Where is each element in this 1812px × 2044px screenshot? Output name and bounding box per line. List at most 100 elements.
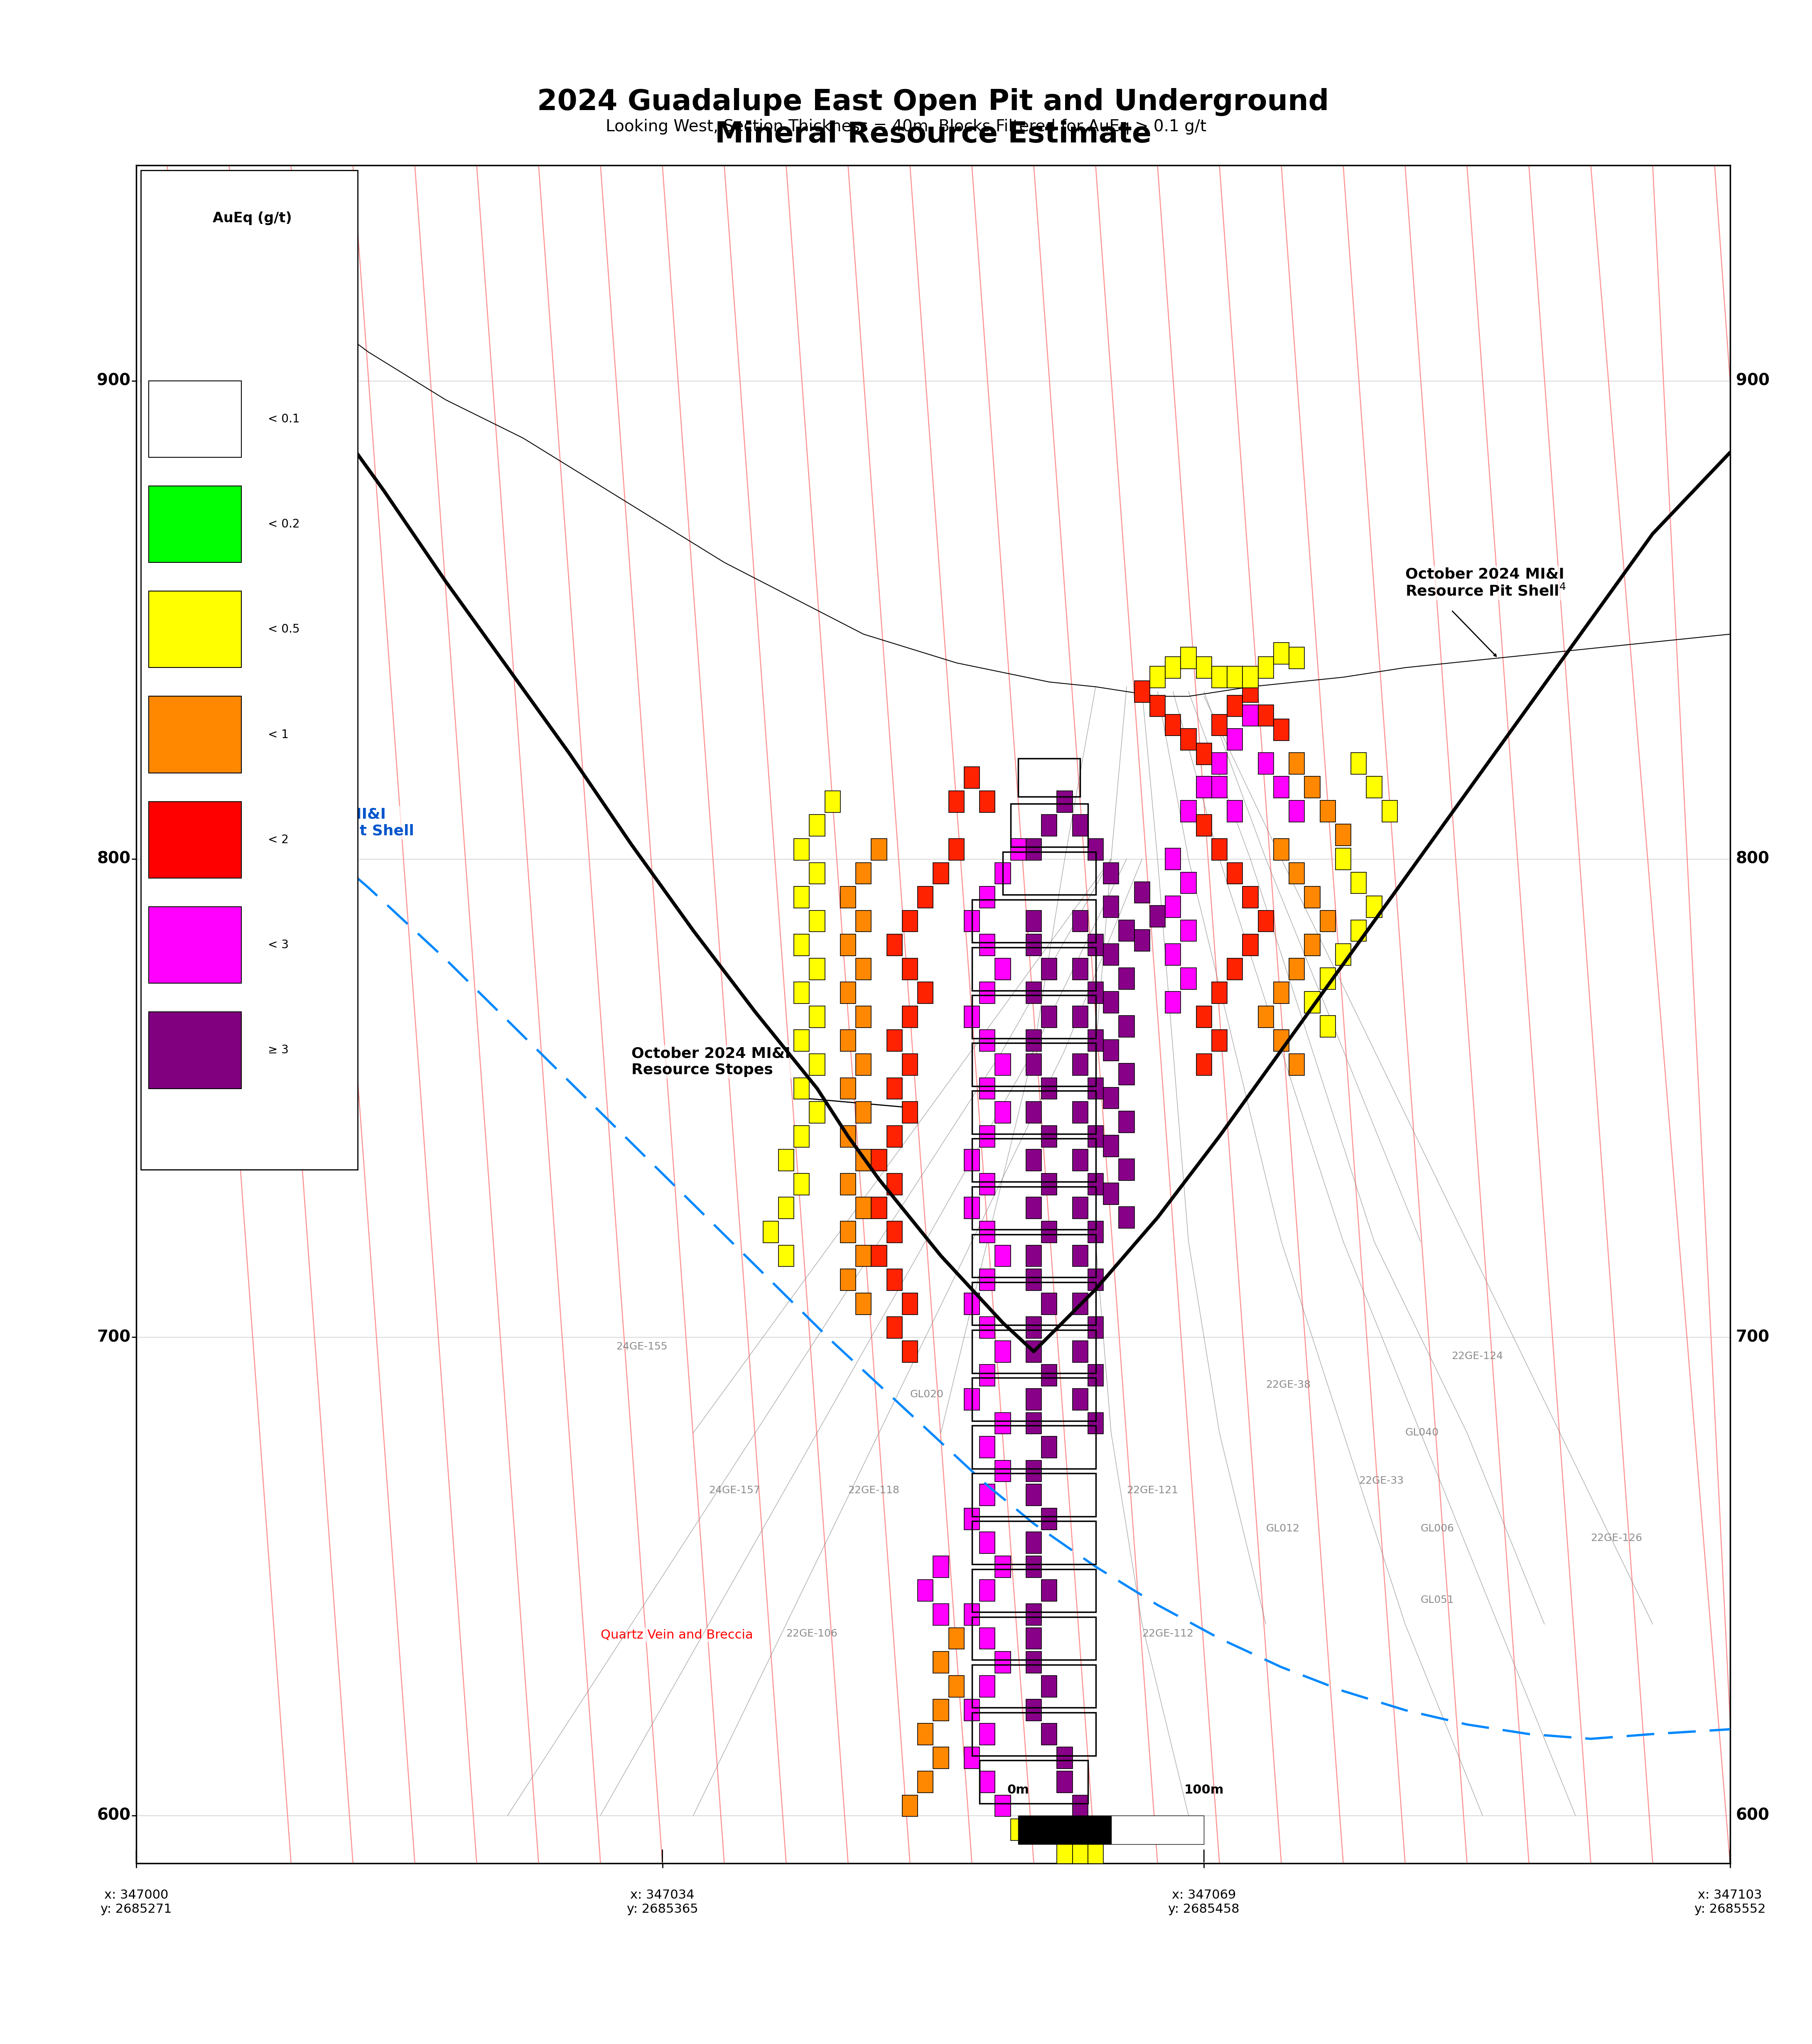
Bar (1056, 1844, 1073, 1864)
Bar (1288, 1055, 1305, 1075)
Bar (980, 1723, 995, 1746)
Bar (971, 1570, 1096, 1613)
Bar (971, 1664, 1096, 1707)
Bar (1118, 1016, 1134, 1036)
Bar (995, 1459, 1011, 1482)
Bar (872, 1245, 886, 1267)
Bar (1087, 1077, 1104, 1100)
Bar (1196, 1006, 1212, 1028)
Bar (1305, 934, 1319, 957)
Text: October 2024 MI&I
Resource Stopes: October 2024 MI&I Resource Stopes (631, 1047, 790, 1077)
Bar (1087, 1030, 1104, 1051)
Bar (1056, 791, 1073, 811)
Bar (763, 1220, 779, 1243)
Bar (1026, 1245, 1042, 1267)
Bar (1087, 981, 1104, 1004)
Text: < 3: < 3 (268, 938, 288, 950)
Bar (995, 1245, 1011, 1267)
Bar (855, 1055, 872, 1075)
Bar (964, 1388, 980, 1410)
Bar (980, 1030, 995, 1051)
Bar (886, 1030, 902, 1051)
Bar (1073, 959, 1087, 979)
Bar (1104, 1134, 1118, 1157)
Bar (841, 934, 855, 957)
Bar (980, 791, 995, 811)
Bar (1026, 910, 1042, 932)
Bar (995, 959, 1011, 979)
Bar (1151, 666, 1165, 689)
Bar (1305, 991, 1319, 1014)
Bar (1011, 803, 1087, 846)
Bar (794, 934, 810, 957)
Bar (1258, 705, 1274, 726)
Bar (980, 1760, 1087, 1803)
Bar (149, 697, 241, 773)
Bar (964, 1605, 980, 1625)
Bar (1243, 887, 1258, 908)
Bar (841, 1077, 855, 1100)
Bar (1026, 838, 1042, 861)
Bar (995, 1555, 1011, 1578)
Bar (1073, 1819, 1087, 1840)
Bar (1056, 1770, 1073, 1793)
Bar (964, 1748, 980, 1768)
Bar (1134, 930, 1151, 950)
Bar (794, 1126, 810, 1147)
Bar (841, 1126, 855, 1147)
Title: 2024 Guadalupe East Open Pit and Underground
Mineral Resource Estimate: 2024 Guadalupe East Open Pit and Undergr… (536, 88, 1330, 149)
Bar (1011, 838, 1026, 861)
Bar (1073, 816, 1087, 836)
Bar (1227, 728, 1243, 750)
Bar (1073, 1149, 1087, 1171)
Bar (980, 981, 995, 1004)
Text: < 2: < 2 (268, 834, 288, 846)
Bar (1104, 895, 1118, 918)
Text: 700: 700 (96, 1329, 130, 1345)
Bar (971, 1425, 1096, 1470)
Bar (933, 1748, 949, 1768)
Bar (1026, 1699, 1042, 1721)
Text: 700: 700 (1736, 1329, 1770, 1345)
Bar (1073, 1245, 1087, 1267)
Bar (995, 1102, 1011, 1122)
Bar (1042, 1126, 1056, 1147)
Bar (1042, 1508, 1056, 1529)
Bar (1042, 1006, 1056, 1028)
Bar (779, 1198, 794, 1218)
Text: 0m: 0m (1007, 1784, 1029, 1797)
Bar (149, 486, 241, 562)
Bar (855, 1198, 872, 1218)
Bar (971, 1282, 1096, 1325)
Bar (1026, 1412, 1042, 1435)
Bar (1366, 895, 1383, 918)
Bar (917, 1580, 933, 1600)
Bar (1274, 719, 1288, 740)
Bar (149, 801, 241, 879)
Bar (1104, 1183, 1118, 1204)
Bar (1026, 1605, 1042, 1625)
Text: x: 347034
y: 2685365: x: 347034 y: 2685365 (627, 1889, 698, 1915)
Bar (1288, 801, 1305, 822)
Bar (872, 1149, 886, 1171)
Bar (1073, 1198, 1087, 1218)
Bar (971, 1521, 1096, 1564)
Bar (841, 887, 855, 908)
Bar (1335, 824, 1352, 846)
Bar (1042, 1220, 1056, 1243)
Bar (794, 1077, 810, 1100)
Bar (1026, 981, 1042, 1004)
Bar (1274, 981, 1288, 1004)
Bar (1026, 1269, 1042, 1290)
Text: ≥ 3: ≥ 3 (268, 1044, 288, 1057)
Bar (1042, 1723, 1056, 1746)
Bar (964, 1149, 980, 1171)
Bar (1274, 777, 1288, 797)
Bar (824, 791, 841, 811)
Bar (1026, 1484, 1042, 1506)
Bar (779, 1245, 794, 1267)
Bar (1087, 1126, 1104, 1147)
Bar (855, 1102, 872, 1122)
Bar (902, 1795, 917, 1817)
Bar (964, 910, 980, 932)
